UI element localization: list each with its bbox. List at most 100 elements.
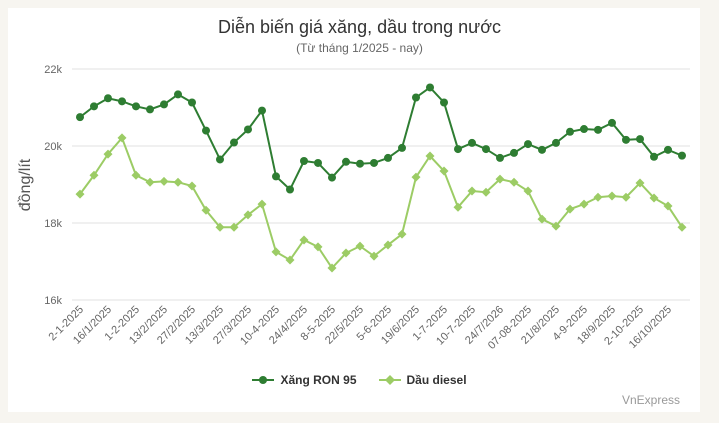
legend: Xăng RON 95 Dầu diesel xyxy=(0,373,719,387)
data-point[interactable] xyxy=(132,102,140,111)
data-point[interactable] xyxy=(285,255,295,265)
data-point[interactable] xyxy=(566,127,574,136)
data-point[interactable] xyxy=(411,172,421,182)
data-point[interactable] xyxy=(426,83,434,92)
data-point[interactable] xyxy=(496,153,504,162)
data-point[interactable] xyxy=(580,125,588,134)
data-point[interactable] xyxy=(76,113,84,122)
data-point[interactable] xyxy=(328,173,336,182)
legend-label: Dầu diesel xyxy=(406,373,467,387)
data-point[interactable] xyxy=(215,222,225,232)
data-point[interactable] xyxy=(313,242,323,252)
data-point[interactable] xyxy=(370,158,378,167)
data-point[interactable] xyxy=(537,214,547,224)
data-point[interactable] xyxy=(159,176,169,186)
diamond-marker-icon xyxy=(378,375,401,385)
chart-card xyxy=(8,8,700,412)
data-point[interactable] xyxy=(510,148,518,157)
data-point[interactable] xyxy=(551,221,561,231)
data-point[interactable] xyxy=(495,174,505,184)
data-point[interactable] xyxy=(398,143,406,152)
data-point[interactable] xyxy=(650,152,658,161)
data-point[interactable] xyxy=(622,135,630,144)
data-point[interactable] xyxy=(384,153,392,162)
data-point[interactable] xyxy=(271,247,281,257)
data-point[interactable] xyxy=(258,106,266,115)
data-point[interactable] xyxy=(482,145,490,154)
data-point[interactable] xyxy=(356,159,364,168)
data-point[interactable] xyxy=(299,235,309,245)
data-point[interactable] xyxy=(664,145,672,154)
data-point[interactable] xyxy=(608,118,616,127)
data-point[interactable] xyxy=(201,205,211,215)
data-point[interactable] xyxy=(439,166,449,176)
y-tick-label: 18k xyxy=(44,218,62,230)
data-point[interactable] xyxy=(355,241,365,251)
legend-item-diesel[interactable]: Dầu diesel xyxy=(378,373,467,387)
data-point[interactable] xyxy=(146,105,154,114)
data-point[interactable] xyxy=(677,222,687,232)
data-point[interactable] xyxy=(621,192,631,202)
data-point[interactable] xyxy=(90,102,98,111)
data-point[interactable] xyxy=(117,133,127,143)
data-point[interactable] xyxy=(244,125,252,134)
data-point[interactable] xyxy=(649,193,659,203)
data-point[interactable] xyxy=(202,126,210,135)
data-point[interactable] xyxy=(243,210,253,220)
data-point[interactable] xyxy=(286,185,294,194)
legend-item-ron95[interactable]: Xăng RON 95 xyxy=(252,373,357,387)
data-point[interactable] xyxy=(342,157,350,166)
data-point[interactable] xyxy=(187,181,197,191)
data-point[interactable] xyxy=(481,187,491,197)
y-tick-label: 20k xyxy=(44,141,62,153)
data-point[interactable] xyxy=(230,138,238,147)
data-point[interactable] xyxy=(552,138,560,147)
data-point[interactable] xyxy=(314,158,322,167)
data-point[interactable] xyxy=(440,98,448,107)
data-point[interactable] xyxy=(636,135,644,144)
data-point[interactable] xyxy=(369,251,379,261)
data-point[interactable] xyxy=(229,222,239,232)
data-point[interactable] xyxy=(594,125,602,134)
data-point[interactable] xyxy=(89,170,99,180)
data-point[interactable] xyxy=(524,140,532,149)
data-point[interactable] xyxy=(397,229,407,239)
data-point[interactable] xyxy=(383,240,393,250)
data-point[interactable] xyxy=(160,100,168,109)
data-point[interactable] xyxy=(118,97,126,106)
data-point[interactable] xyxy=(104,94,112,103)
data-point[interactable] xyxy=(75,189,85,199)
data-point[interactable] xyxy=(216,155,224,164)
y-axis-label: đồng/lít xyxy=(17,158,34,211)
data-point[interactable] xyxy=(523,186,533,196)
data-point[interactable] xyxy=(678,151,686,160)
data-point[interactable] xyxy=(174,90,182,99)
data-point[interactable] xyxy=(173,177,183,187)
data-point[interactable] xyxy=(327,263,337,273)
data-point[interactable] xyxy=(272,172,280,181)
chart-subtitle: (Từ tháng 1/2025 - nay) xyxy=(296,41,423,55)
data-point[interactable] xyxy=(467,186,477,196)
data-point[interactable] xyxy=(565,204,575,214)
data-point[interactable] xyxy=(593,192,603,202)
data-point[interactable] xyxy=(509,177,519,187)
data-point[interactable] xyxy=(454,145,462,154)
data-point[interactable] xyxy=(635,178,645,188)
data-point[interactable] xyxy=(300,157,308,166)
data-point[interactable] xyxy=(453,202,463,212)
data-point[interactable] xyxy=(579,199,589,209)
data-point[interactable] xyxy=(341,248,351,258)
data-point[interactable] xyxy=(468,138,476,147)
data-point[interactable] xyxy=(188,98,196,107)
data-point[interactable] xyxy=(425,151,435,161)
data-point[interactable] xyxy=(145,177,155,187)
source-credit: VnExpress xyxy=(621,393,680,407)
data-point[interactable] xyxy=(257,199,267,209)
data-point[interactable] xyxy=(607,191,617,201)
data-point[interactable] xyxy=(103,149,113,159)
data-point[interactable] xyxy=(538,145,546,154)
data-point[interactable] xyxy=(131,170,141,180)
data-point[interactable] xyxy=(663,201,673,211)
data-point[interactable] xyxy=(412,93,420,102)
